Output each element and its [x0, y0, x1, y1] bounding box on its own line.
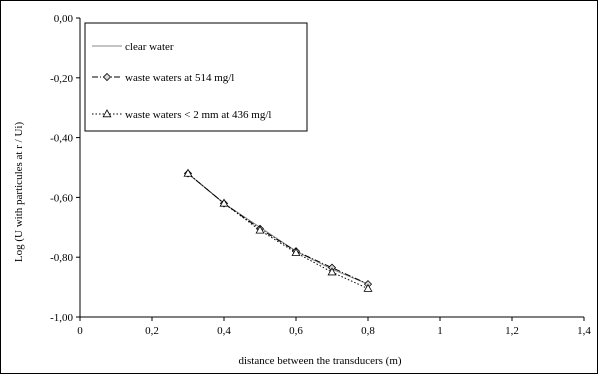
x-tick-label: 0,2 [145, 325, 159, 337]
series-point [219, 198, 229, 207]
x-tick-label: 1 [437, 325, 443, 337]
legend-entry-1: clear water [92, 41, 174, 53]
series-point [291, 247, 301, 256]
legend-box [84, 22, 308, 132]
series-point [327, 267, 337, 276]
legend-entry-2: waste waters at 514 mg/l [92, 72, 234, 84]
y-axis-title: Log (U with particules at r / Ui) [13, 122, 25, 263]
legend-marker [102, 72, 112, 82]
x-tick-label: 1,4 [577, 325, 591, 337]
series-point [183, 168, 193, 177]
series-point [255, 225, 265, 234]
y-tick-label: 0,00 [54, 13, 74, 25]
y-tick-label: -0,40 [50, 133, 73, 145]
x-tick-label: 1,2 [505, 325, 519, 337]
legend-label: clear water [125, 41, 174, 53]
series-2 [183, 169, 373, 289]
series-1 [187, 173, 369, 285]
legend-label: waste waters < 2 mm at 436 mg/l [125, 109, 271, 121]
axes [79, 18, 584, 318]
legend-label: waste waters at 514 mg/l [125, 72, 234, 84]
legend-entry-3: waste waters < 2 mm at 436 mg/l [92, 109, 271, 121]
x-tick-label: 0,6 [289, 325, 303, 337]
series-line [187, 173, 369, 285]
y-tick-label: -0,60 [50, 192, 73, 204]
y-tick-label: -0,80 [50, 252, 73, 264]
x-tick-label: 0,8 [361, 325, 375, 337]
x-tick-label: 0,4 [217, 325, 231, 337]
x-tick-label: 0 [77, 325, 83, 337]
y-tick-label: -1,00 [50, 312, 73, 324]
y-tick-label: -0,20 [50, 73, 73, 85]
legend-marker [102, 109, 112, 118]
legend: clear water waste waters at 514 mg/l waste… [84, 22, 308, 132]
x-axis-title: distance between the transducers (m) [238, 355, 401, 367]
series-3 [183, 168, 373, 292]
series-point [363, 283, 373, 292]
series-line [187, 173, 369, 290]
ticks: 0 0,2 0,4 0,6 0,8 1 1,2 1,4 0,00 -0,20 -0,40 -0,60 -… [50, 13, 591, 337]
series-layer [183, 168, 373, 292]
series-line [187, 173, 369, 285]
